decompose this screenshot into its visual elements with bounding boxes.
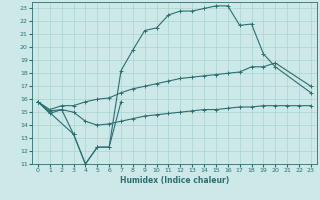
X-axis label: Humidex (Indice chaleur): Humidex (Indice chaleur) [120,176,229,185]
